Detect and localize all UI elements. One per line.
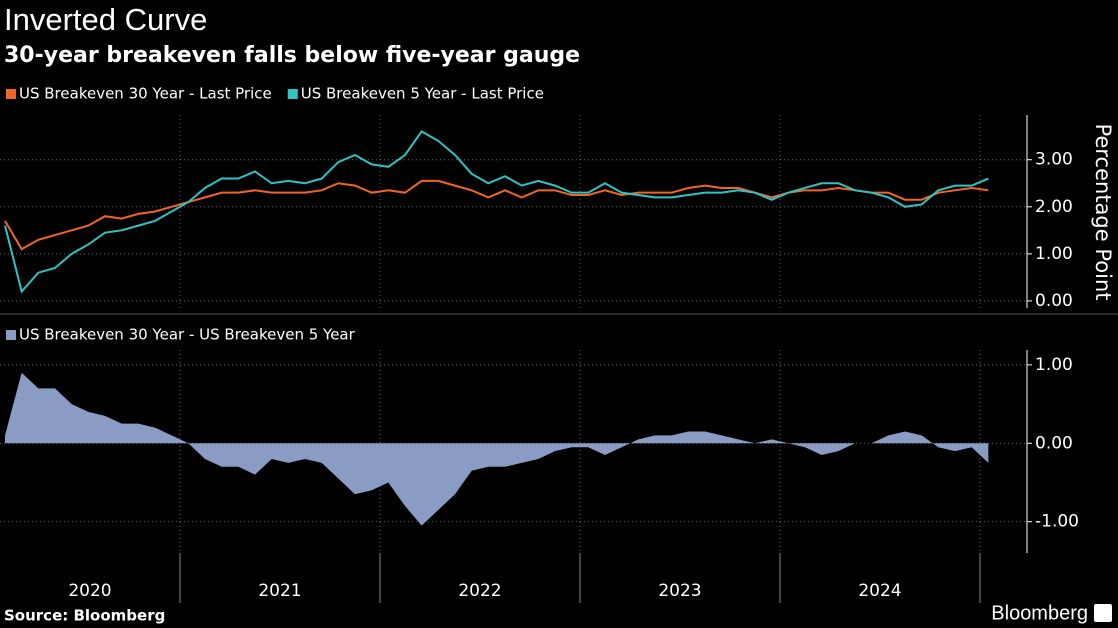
y-tick-label: 1.00 xyxy=(1035,244,1073,264)
x-tick-label: 2021 xyxy=(258,581,301,601)
brand-icon xyxy=(1094,604,1112,622)
legend-swatch xyxy=(287,89,298,99)
legend-label: US Breakeven 30 Year - Last Price xyxy=(19,85,272,103)
y-tick-label: 0.00 xyxy=(1035,291,1073,311)
y-tick-label: -1.00 xyxy=(1035,512,1079,532)
y-tick-label: 0.00 xyxy=(1035,433,1073,453)
y-tick-label: 3.00 xyxy=(1035,150,1073,170)
y-tick-label: 2.00 xyxy=(1035,197,1073,217)
brand: Bloomberg xyxy=(991,602,1088,624)
x-tick-label: 2023 xyxy=(658,581,701,601)
chart-title: Inverted Curve xyxy=(4,2,207,37)
y-tick-label: 1.00 xyxy=(1035,355,1073,375)
y-axis-label: Percentage Point xyxy=(1091,124,1115,301)
series-area xyxy=(5,372,989,526)
chart-subtitle: 30-year breakeven falls below five-year … xyxy=(4,43,580,68)
x-tick-label: 2022 xyxy=(458,581,501,601)
source: Source: Bloomberg xyxy=(4,607,165,625)
x-tick-label: 2020 xyxy=(68,581,111,601)
x-tick-label: 2024 xyxy=(858,581,901,601)
legend-swatch xyxy=(6,89,16,99)
series-line xyxy=(4,179,989,251)
legend-label: US Breakeven 5 Year - Last Price xyxy=(301,85,544,103)
legend-swatch xyxy=(6,330,16,340)
legend-label: US Breakeven 30 Year - US Breakeven 5 Ye… xyxy=(19,326,356,344)
series-line xyxy=(4,130,989,294)
